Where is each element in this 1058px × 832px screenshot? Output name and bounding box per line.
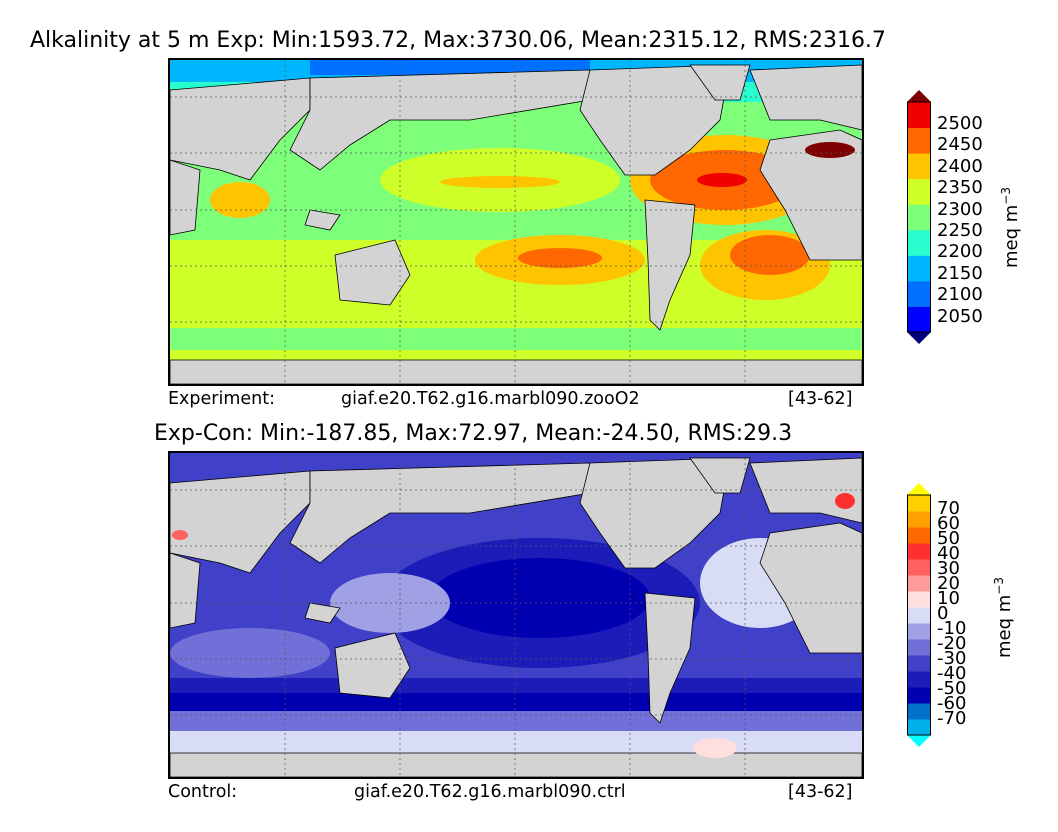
chart-title-bottom: Exp-Con: Min:-187.85, Max:72.97, Mean:-2… <box>154 421 793 446</box>
colorbar-segment <box>907 655 931 672</box>
colorbar-extend-max <box>907 90 931 102</box>
colorbar-segment <box>907 687 931 704</box>
colorbar-unit-bottom: meq m−3 <box>992 577 1015 658</box>
colorbar-segment <box>907 575 931 592</box>
colorbar-extend-max <box>907 483 931 495</box>
colorbar-tick-label: 2250 <box>937 220 983 241</box>
colorbar-tick-label: -50 <box>937 678 967 699</box>
colorbar-tick-label: 30 <box>937 558 960 579</box>
colorbar-segment <box>907 127 931 154</box>
colorbar-segment <box>907 102 931 129</box>
colorbar-segment <box>907 511 931 528</box>
colorbar-outline <box>907 101 931 333</box>
colorbar-tick-label: 2300 <box>937 198 983 220</box>
colorbar-segment <box>907 671 931 688</box>
colorbar-segment <box>907 639 931 656</box>
footer-center-bottom: giaf.e20.T62.g16.marbl090.ctrl <box>354 782 626 802</box>
colorbar-tick-label: 2050 <box>937 305 983 327</box>
colorbar-tick-label: -40 <box>937 663 967 684</box>
colorbar-segment <box>907 703 931 720</box>
colorbar-tick-label: 2500 <box>937 113 983 134</box>
colorbar-tick-label: 2450 <box>937 134 983 156</box>
colorbar-tick-label: 0 <box>937 603 949 624</box>
colorbar-bottom <box>907 483 931 747</box>
colorbar-tick-label: 2200 <box>937 241 983 263</box>
colorbar-segment <box>907 543 931 560</box>
colorbar-tick-label: 50 <box>937 528 960 549</box>
colorbar-tick-label: 2350 <box>937 177 983 199</box>
chart-title-top: Alkalinity at 5 m Exp: Min:1593.72, Max:… <box>30 28 886 53</box>
colorbar-tick-label: -20 <box>937 633 967 654</box>
colorbar-segment <box>907 495 931 512</box>
colorbar-segment <box>907 153 931 180</box>
colorbar-outline <box>907 494 931 736</box>
colorbar-segment <box>907 229 931 256</box>
colorbar-tick-label: 70 <box>937 498 960 519</box>
colorbar-segment <box>907 204 931 231</box>
footer-right-bottom: [43-62] <box>788 782 853 802</box>
colorbar-tick-label: 2400 <box>937 155 983 177</box>
colorbar-segment <box>907 719 931 736</box>
colorbar-extend-min <box>907 735 931 747</box>
colorbar-segment <box>907 591 931 608</box>
colorbar-segment <box>907 623 931 640</box>
colorbar-segment <box>907 280 931 307</box>
colorbar-unit-top: meq m−3 <box>999 187 1022 268</box>
colorbar-tick-label: 2100 <box>937 284 983 306</box>
colorbar-segment <box>907 607 931 624</box>
colorbar-segment <box>907 527 931 544</box>
colorbar-tick-label: 60 <box>937 513 960 534</box>
colorbar-tick-label: -30 <box>937 648 967 669</box>
footer-center-top: giaf.e20.T62.g16.marbl090.zooO2 <box>341 389 640 409</box>
colorbar-top <box>907 90 931 344</box>
footer-right-top: [43-62] <box>788 389 853 409</box>
colorbar-extend-min <box>907 332 931 344</box>
colorbar-tick-label: -60 <box>937 693 967 714</box>
colorbar-tick-label: 10 <box>937 588 960 609</box>
colorbar-tick-label: 2150 <box>937 262 983 284</box>
colorbar-segment <box>907 559 931 576</box>
colorbar-tick-label: -10 <box>937 618 967 639</box>
footer-left-top: Experiment: <box>168 389 276 409</box>
colorbar-tick-label: -70 <box>937 708 967 729</box>
colorbar-segment <box>907 255 931 282</box>
colorbar-tick-label: 40 <box>937 543 960 564</box>
colorbar-segment <box>907 178 931 205</box>
alkalinity-map <box>168 58 864 386</box>
colorbar-segment <box>907 306 931 333</box>
colorbar-tick-label: 20 <box>937 573 960 594</box>
footer-left-bottom: Control: <box>168 782 238 802</box>
difference-map <box>168 451 864 779</box>
